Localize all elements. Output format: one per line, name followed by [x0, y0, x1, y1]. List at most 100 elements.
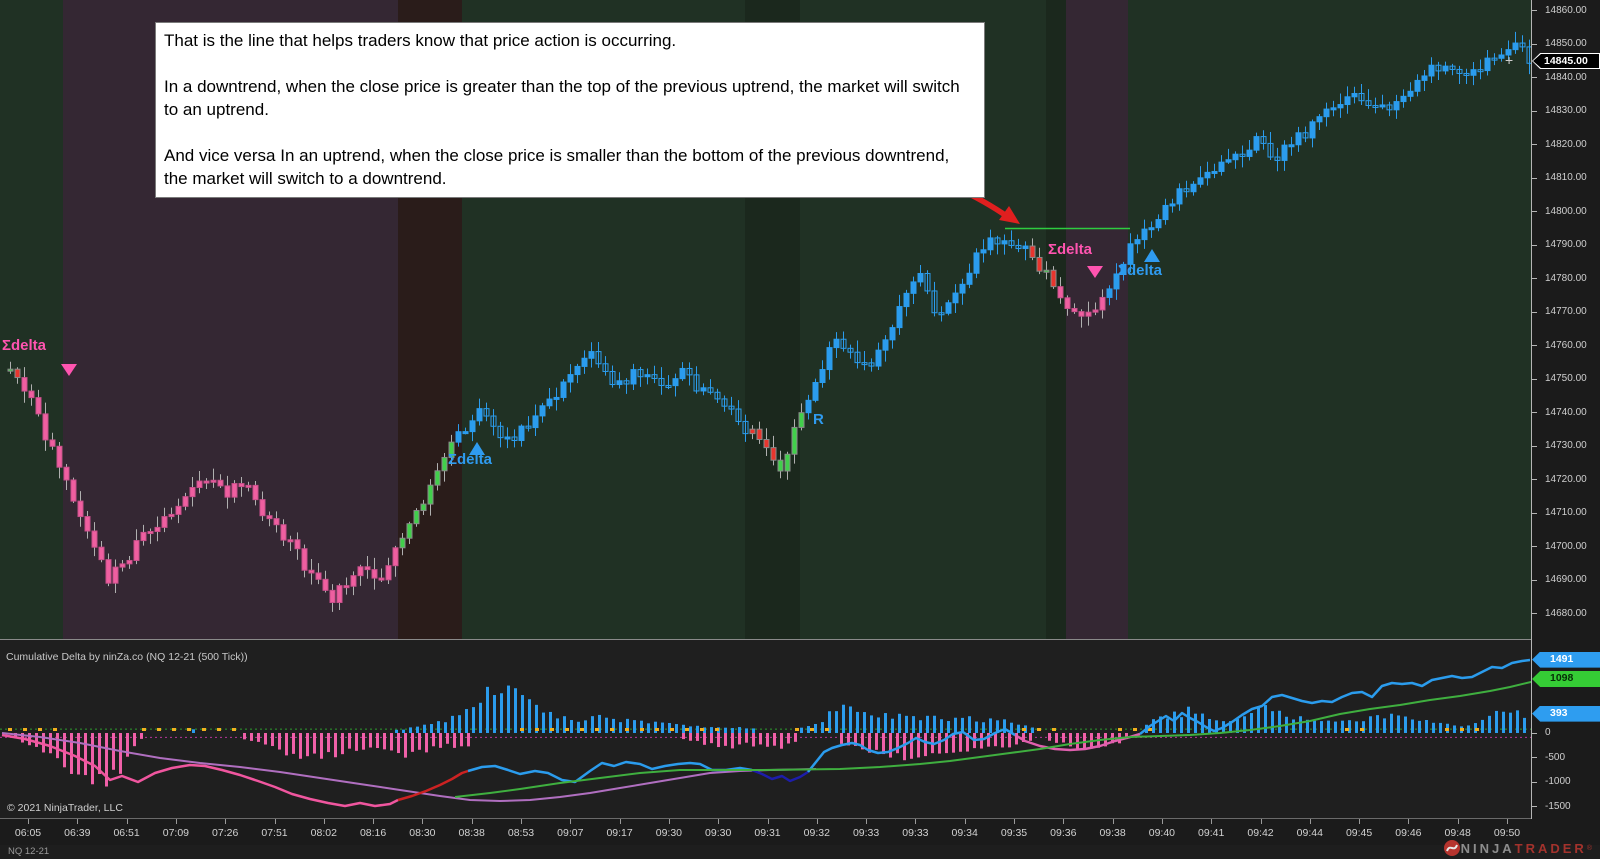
delta-histogram-bar	[416, 726, 419, 733]
candle-body	[371, 569, 378, 579]
candle-body	[280, 524, 287, 541]
delta-histogram-bar	[42, 733, 45, 753]
price-axis[interactable]: 14860.00 14850.00 14840.00 14830.00 14820.00…	[1532, 0, 1600, 819]
trend-zone-up	[1128, 0, 1532, 639]
candle-body	[1288, 144, 1295, 148]
logo-text-ninja: NINJA	[1460, 840, 1515, 856]
candle-body	[1435, 64, 1442, 72]
time-label: 06:51	[113, 827, 140, 839]
candle-body	[1134, 239, 1141, 245]
candle-body	[21, 377, 28, 392]
instrument-tab[interactable]: NQ 12-21	[8, 846, 50, 857]
time-tick	[668, 819, 670, 824]
time-label: 09:42	[1247, 827, 1274, 839]
delta-histogram-bar	[84, 733, 87, 776]
trend-zone-down	[1066, 0, 1128, 639]
candle-body	[1085, 311, 1092, 317]
fast-pink-line	[1, 733, 399, 808]
candle-body	[1505, 49, 1512, 56]
delta-histogram-bar	[521, 695, 524, 733]
price-tick	[1532, 10, 1537, 12]
time-tick	[1309, 819, 1311, 824]
sigma-delta-label: Σdelta	[448, 451, 493, 468]
delta-histogram-bar	[849, 706, 852, 733]
delta-histogram-bar	[889, 733, 892, 758]
candle-body	[1456, 68, 1463, 74]
delta-histogram-bar	[1069, 733, 1072, 747]
delta-histogram-bar	[570, 720, 573, 733]
candle-body	[385, 565, 392, 581]
candle-body	[1267, 142, 1274, 158]
delta-histogram-bar	[619, 722, 622, 733]
delta-histogram-bar	[1236, 718, 1239, 733]
delta-histogram-bar	[987, 733, 990, 747]
candle-body	[1232, 153, 1239, 161]
time-tick	[964, 819, 966, 824]
candle-body	[1113, 273, 1120, 290]
avg-green-line	[454, 680, 1536, 798]
delta-neutral-dot	[700, 728, 704, 731]
delta-histogram-bar	[1008, 733, 1011, 748]
delta-neutral-dot	[810, 728, 814, 731]
delta-histogram-bar	[1313, 720, 1316, 733]
indicator-title: Cumulative Delta by ninZa.co (NQ 12-21 (…	[6, 651, 248, 663]
candle-body	[1442, 65, 1449, 72]
price-label: 14850.00	[1545, 38, 1587, 50]
candle-body	[1239, 153, 1246, 157]
price-tick	[1532, 445, 1537, 447]
delta-histogram-bar	[1166, 718, 1169, 733]
candle-body	[126, 559, 133, 565]
candle-body	[357, 566, 364, 577]
delta-histogram-bar	[1264, 705, 1267, 733]
delta-histogram-bar	[1488, 715, 1491, 733]
delta-value-badge: 393	[1532, 705, 1600, 722]
delta-histogram-bar	[884, 713, 887, 733]
delta-histogram-bar	[912, 716, 915, 733]
candle-body	[1176, 188, 1183, 205]
time-axis[interactable]: 06:05 06:39 06:51 07:09 07:26 07:51 08:02 08:16…	[0, 819, 1600, 845]
candle-body	[581, 357, 588, 367]
delta-histogram-bar	[682, 724, 685, 733]
candle-body	[693, 374, 700, 392]
delta-histogram-bar	[1152, 719, 1155, 733]
delta-histogram-bar	[1271, 711, 1274, 733]
delta-histogram-bar	[868, 733, 871, 753]
candle-body	[707, 387, 714, 393]
candle-body	[483, 408, 490, 417]
candle-body	[1491, 57, 1498, 61]
delta-histogram-bar	[703, 733, 706, 745]
delta-histogram-bar	[369, 733, 372, 748]
price-tick	[1532, 613, 1537, 615]
delta-histogram-bar	[1194, 713, 1197, 733]
candle-body	[714, 391, 721, 400]
delta-histogram-bar	[453, 733, 456, 748]
delta-histogram-bar	[395, 729, 398, 733]
candle-body	[756, 428, 763, 441]
candle-body	[1141, 228, 1148, 241]
annotation-note[interactable]: That is the line that helps traders know…	[155, 22, 985, 198]
delta-histogram-bar	[821, 722, 824, 733]
delta-histogram-bar	[1001, 733, 1004, 748]
delta-histogram-bar	[14, 733, 17, 739]
delta-histogram-bar	[612, 718, 615, 733]
delta-histogram-bar	[598, 714, 601, 733]
sigma-delta-down-triangle	[61, 364, 77, 376]
delta-histogram-bar	[982, 722, 985, 733]
delta-neutral-dot	[535, 728, 539, 731]
candle-body	[105, 559, 112, 584]
delta-histogram-bar	[1418, 720, 1421, 733]
delta-histogram-bar	[355, 733, 358, 751]
time-label: 06:05	[14, 827, 42, 839]
delta-histogram-bar	[807, 726, 810, 733]
delta-histogram-bar	[924, 733, 927, 757]
candle-body	[1302, 132, 1309, 139]
delta-histogram-bar	[112, 733, 115, 770]
sigma-delta-label: Σdelta	[1118, 262, 1163, 279]
candle-body	[791, 426, 798, 455]
delta-histogram-bar	[954, 717, 957, 733]
delta-histogram-bar	[882, 733, 885, 755]
delta-neutral-dot	[595, 728, 599, 731]
delta-histogram-bar	[738, 733, 741, 745]
delta-histogram-bar	[731, 733, 734, 749]
